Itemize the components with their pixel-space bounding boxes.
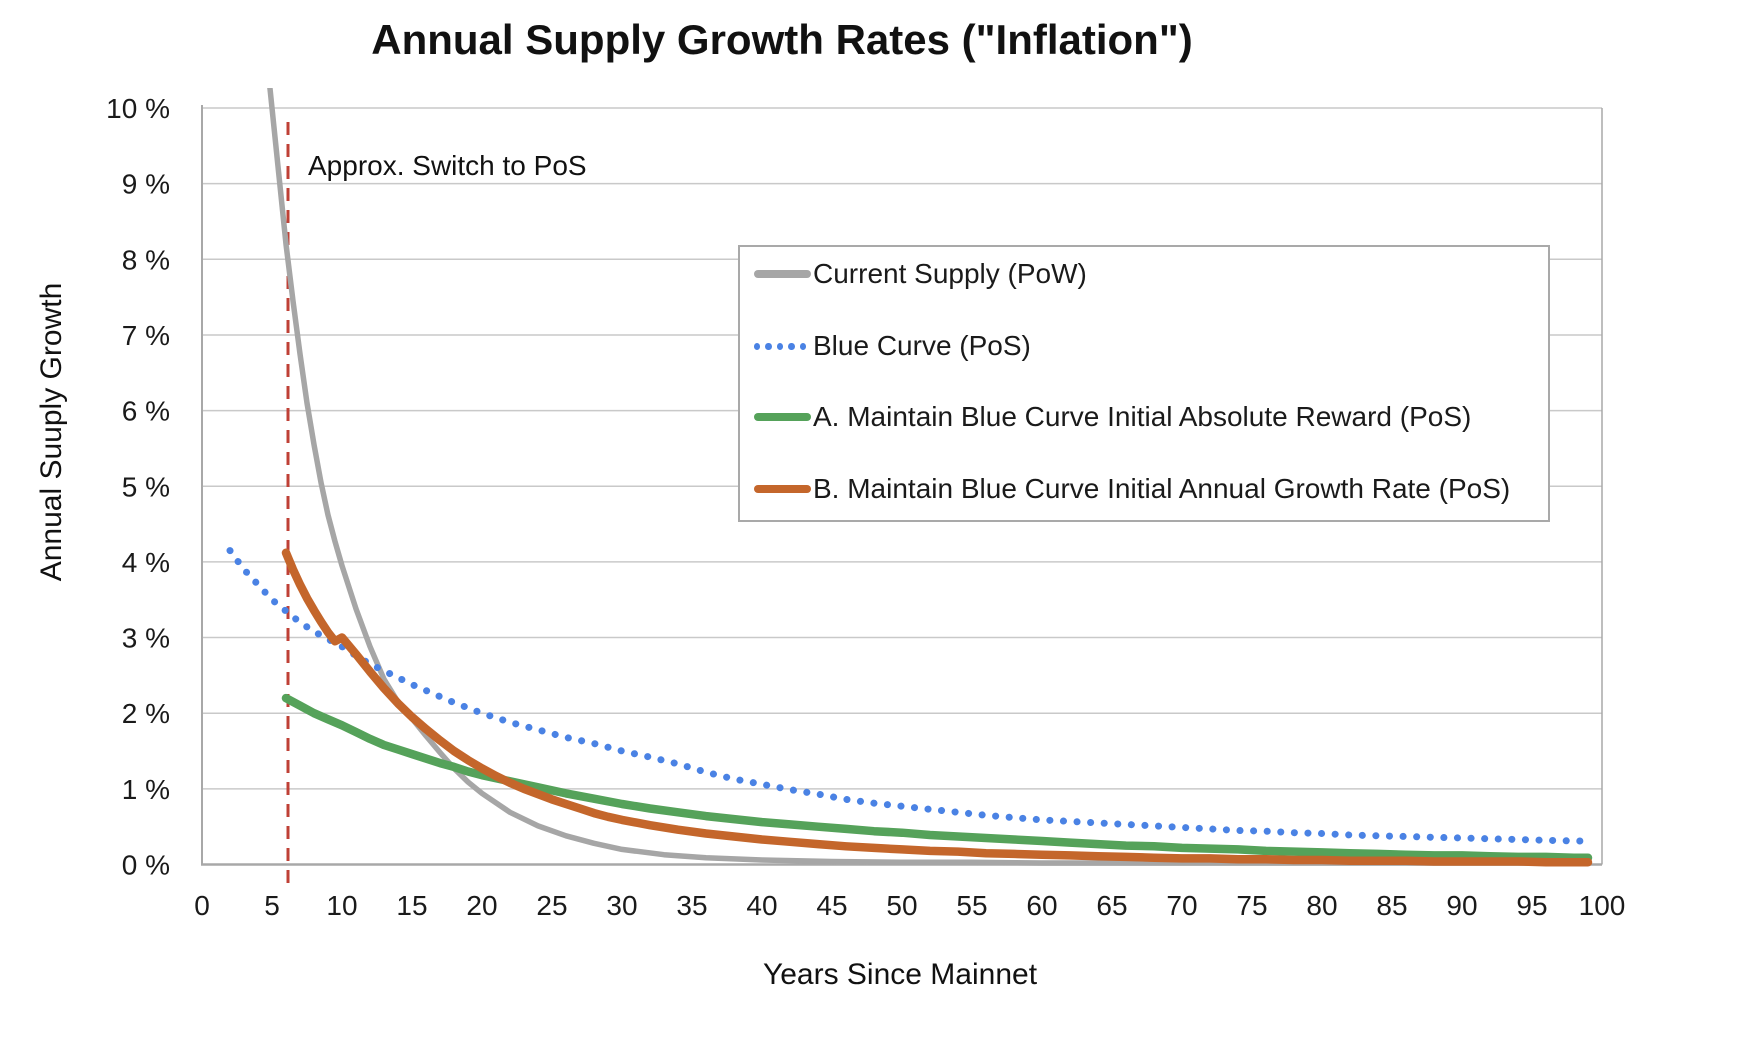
legend-marker-current-supply-icon	[754, 270, 811, 278]
legend-label-maintain-growth-rate: B. Maintain Blue Curve Initial Annual Gr…	[813, 473, 1511, 504]
x-tick-label: 45	[816, 890, 847, 921]
x-tick-label: 75	[1236, 890, 1267, 921]
x-tick-label: 85	[1376, 890, 1407, 921]
x-tick-label: 35	[676, 890, 707, 921]
x-tick-label: 50	[886, 890, 917, 921]
series-line-0	[267, 88, 1591, 866]
y-tick-label: 8 %	[122, 244, 170, 275]
y-tick-label: 7 %	[122, 320, 170, 351]
x-tick-label: 5	[264, 890, 280, 921]
x-tick-label: 90	[1446, 890, 1477, 921]
x-tick-label: 60	[1026, 890, 1057, 921]
y-tick-label: 2 %	[122, 698, 170, 729]
x-tick-label: 30	[606, 890, 637, 921]
y-tick-label: 6 %	[122, 396, 170, 427]
x-tick-label: 0	[194, 890, 210, 921]
series-line-2	[281, 693, 1593, 862]
x-tick-label: 15	[396, 890, 427, 921]
x-tick-label: 20	[466, 890, 497, 921]
x-tick-label: 55	[956, 890, 987, 921]
x-tick-label: 10	[326, 890, 357, 921]
y-tick-label: 5 %	[122, 471, 170, 502]
y-tick-label: 10 %	[106, 93, 170, 124]
legend-item-maintain-growth-rate: B. Maintain Blue Curve Initial Annual Gr…	[754, 471, 1510, 507]
series-line-3	[281, 548, 1593, 867]
y-tick-label: 0 %	[122, 850, 170, 881]
y-tick-label: 1 %	[122, 774, 170, 805]
x-tick-label: 40	[746, 890, 777, 921]
legend-label-current-supply: Current Supply (PoW)	[813, 258, 1087, 289]
legend-label-blue-curve: Blue Curve (PoS)	[813, 330, 1031, 361]
x-axis-title: Years Since Mainnet	[762, 958, 1038, 991]
pos-switch-annotation: Approx. Switch to PoS	[308, 150, 587, 181]
series-line-1	[226, 547, 1592, 845]
chart-title: Annual Supply Growth Rates ("Inflation")	[371, 16, 1193, 63]
x-tick-label: 65	[1096, 890, 1127, 921]
legend: Current Supply (PoW) Blue Curve (PoS) A.…	[738, 245, 1550, 522]
legend-item-blue-curve: Blue Curve (PoS)	[754, 328, 1031, 364]
y-tick-label: 9 %	[122, 169, 170, 200]
y-tick-label: 4 %	[122, 547, 170, 578]
legend-marker-maintain-growth-rate-icon	[754, 485, 811, 493]
x-tick-label: 25	[536, 890, 567, 921]
x-tick-label: 95	[1516, 890, 1547, 921]
legend-marker-blue-curve-icon	[754, 342, 811, 350]
legend-item-maintain-absolute-reward: A. Maintain Blue Curve Initial Absolute …	[754, 399, 1471, 435]
x-tick-label: 100	[1579, 890, 1626, 921]
y-tick-label: 3 %	[122, 623, 170, 654]
x-tick-label: 80	[1306, 890, 1337, 921]
legend-item-current-supply: Current Supply (PoW)	[754, 256, 1087, 292]
legend-label-maintain-absolute-reward: A. Maintain Blue Curve Initial Absolute …	[813, 401, 1472, 432]
legend-marker-maintain-absolute-reward-icon	[754, 413, 811, 421]
x-tick-label: 70	[1166, 890, 1197, 921]
